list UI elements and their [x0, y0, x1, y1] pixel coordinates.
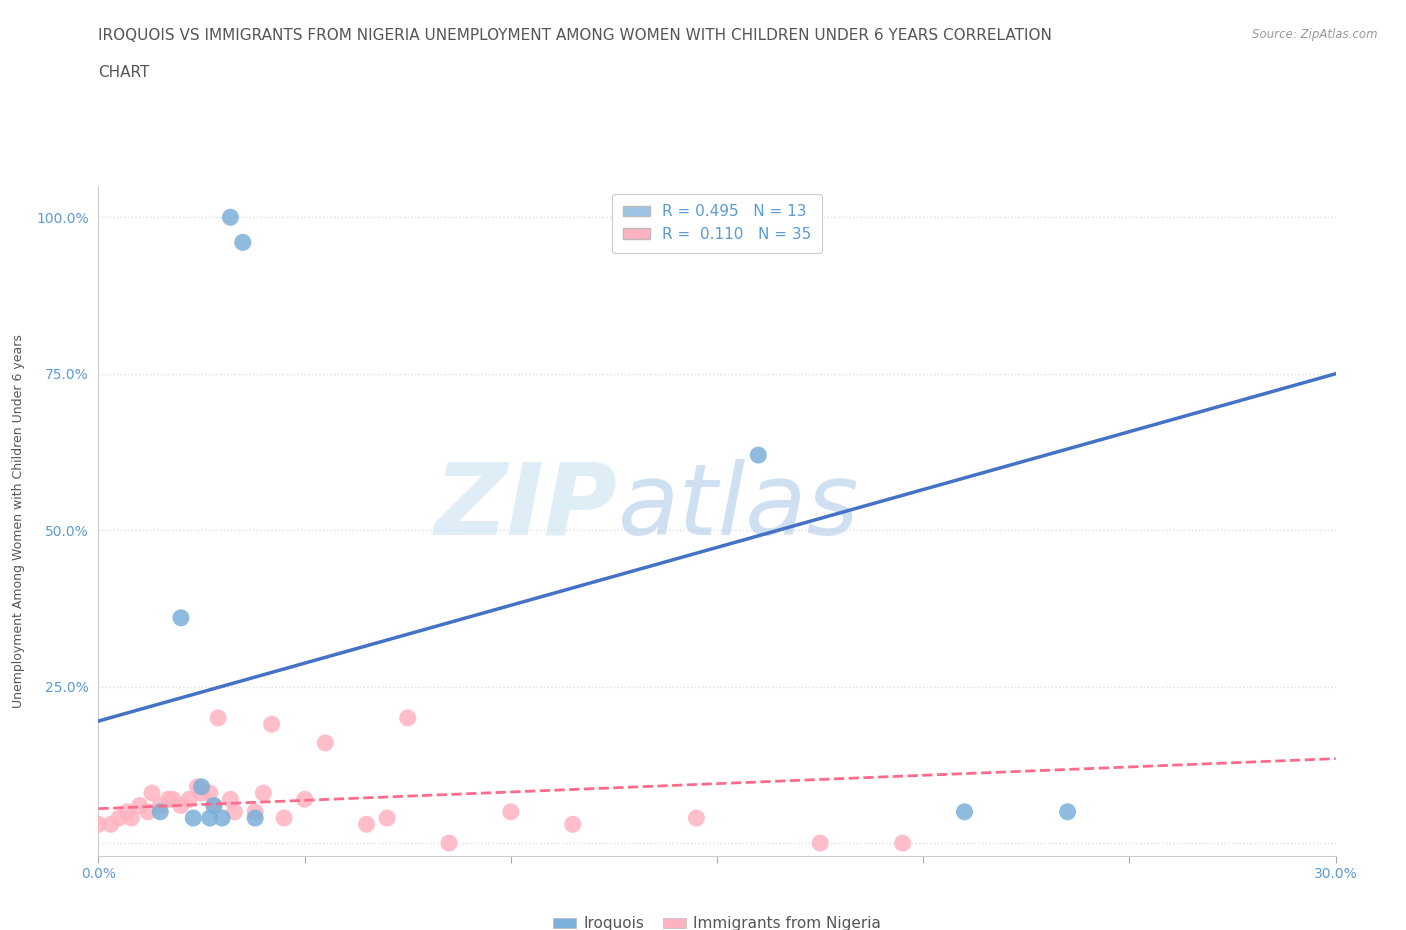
Point	[211, 811, 233, 826]
Point	[207, 711, 229, 725]
Text: Source: ZipAtlas.com: Source: ZipAtlas.com	[1253, 28, 1378, 41]
Point	[808, 836, 831, 851]
Point	[375, 811, 398, 826]
Point	[953, 804, 976, 819]
Point	[219, 210, 242, 225]
Text: IROQUOIS VS IMMIGRANTS FROM NIGERIA UNEMPLOYMENT AMONG WOMEN WITH CHILDREN UNDER: IROQUOIS VS IMMIGRANTS FROM NIGERIA UNEM…	[98, 28, 1052, 43]
Point	[294, 791, 316, 806]
Point	[149, 798, 172, 813]
Point	[186, 779, 208, 794]
Point	[120, 811, 142, 826]
Point	[149, 804, 172, 819]
Point	[181, 811, 204, 826]
Point	[219, 791, 242, 806]
Point	[198, 786, 221, 801]
Point	[202, 798, 225, 813]
Y-axis label: Unemployment Among Women with Children Under 6 years: Unemployment Among Women with Children U…	[13, 334, 25, 708]
Point	[198, 811, 221, 826]
Point	[243, 811, 266, 826]
Point	[100, 817, 122, 831]
Point	[157, 791, 180, 806]
Legend: Iroquois, Immigrants from Nigeria: Iroquois, Immigrants from Nigeria	[547, 910, 887, 930]
Point	[179, 791, 201, 806]
Point	[170, 798, 193, 813]
Point	[685, 811, 707, 826]
Point	[747, 447, 769, 462]
Text: atlas: atlas	[619, 458, 859, 556]
Point	[108, 811, 131, 826]
Point	[356, 817, 378, 831]
Point	[1056, 804, 1078, 819]
Point	[162, 791, 184, 806]
Point	[190, 786, 212, 801]
Point	[499, 804, 522, 819]
Point	[136, 804, 159, 819]
Point	[170, 610, 193, 625]
Point	[396, 711, 419, 725]
Point	[252, 786, 274, 801]
Point	[141, 786, 163, 801]
Point	[190, 779, 212, 794]
Point	[260, 717, 283, 732]
Point	[314, 736, 336, 751]
Point	[117, 804, 139, 819]
Point	[128, 798, 150, 813]
Point	[437, 836, 460, 851]
Point	[232, 235, 254, 250]
Point	[273, 811, 295, 826]
Point	[891, 836, 914, 851]
Point	[561, 817, 583, 831]
Text: ZIP: ZIP	[434, 458, 619, 556]
Text: CHART: CHART	[98, 65, 150, 80]
Point	[224, 804, 246, 819]
Point	[87, 817, 110, 831]
Point	[202, 798, 225, 813]
Point	[243, 804, 266, 819]
